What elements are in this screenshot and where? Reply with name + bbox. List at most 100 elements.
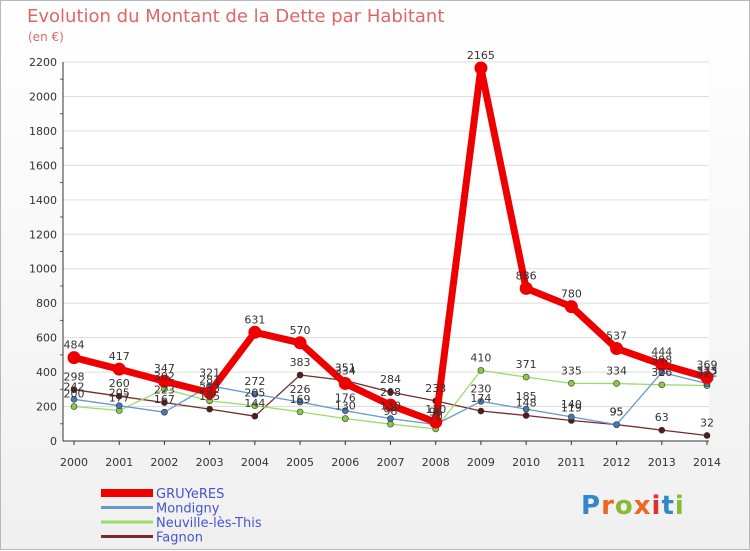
series-gruyeres — [67, 61, 714, 429]
data-point — [115, 402, 123, 409]
data-label: 298 — [64, 371, 85, 384]
data-point — [70, 396, 78, 403]
data-point — [293, 336, 307, 350]
data-label: 119 — [561, 401, 582, 414]
data-label: 144 — [244, 397, 265, 410]
data-point — [522, 405, 530, 413]
data-label: 233 — [425, 382, 446, 395]
data-point — [161, 408, 168, 416]
data-label: 2165 — [467, 49, 495, 62]
data-label: 631 — [244, 313, 265, 326]
logo-letter: o — [614, 491, 634, 521]
data-point — [112, 362, 126, 376]
data-label: 321 — [199, 367, 220, 380]
data-point — [522, 373, 530, 381]
y-tick-label: 800 — [36, 297, 57, 310]
data-label: 176 — [335, 392, 356, 405]
data-label: 398 — [651, 353, 672, 366]
data-point — [700, 370, 714, 384]
data-label: 886 — [516, 269, 537, 282]
series-neuville-l-s-this — [70, 367, 711, 433]
legend-label: Fagnon — [156, 531, 203, 546]
data-label: 130 — [335, 400, 356, 413]
data-point — [387, 420, 394, 428]
proxiti-logo: Proxiti — [581, 491, 685, 521]
data-label: 223 — [154, 384, 175, 397]
data-point — [296, 408, 304, 416]
logo-letter: P — [581, 491, 602, 521]
data-label: 334 — [606, 364, 627, 377]
y-tick-label: 0 — [50, 435, 57, 448]
data-point — [522, 412, 530, 419]
data-point — [474, 61, 488, 75]
x-tick-label: 2010 — [512, 456, 540, 469]
data-label: 444 — [651, 346, 672, 359]
data-point — [655, 358, 669, 372]
legend-swatch — [101, 535, 153, 538]
data-label: 96 — [429, 405, 443, 418]
data-label: 98 — [384, 405, 398, 418]
data-label: 110 — [425, 403, 446, 416]
data-label: 334 — [335, 364, 356, 377]
data-point — [477, 367, 485, 374]
data-label: 185 — [199, 390, 220, 403]
y-tick-label: 1000 — [29, 263, 57, 276]
data-point — [519, 281, 533, 295]
data-label: 95 — [610, 406, 624, 419]
data-label: 333 — [697, 365, 718, 378]
data-label: 169 — [290, 393, 311, 406]
data-point — [341, 407, 349, 414]
data-point — [703, 432, 711, 439]
y-tick-label: 1400 — [29, 194, 57, 207]
data-label: 230 — [470, 382, 491, 395]
chart-unit: (en €) — [28, 30, 64, 44]
data-label: 371 — [516, 358, 537, 371]
data-label: 417 — [109, 350, 130, 363]
x-tick-label: 2004 — [241, 456, 269, 469]
legend-swatch — [101, 489, 153, 497]
legend-label: Mondigny — [156, 502, 220, 517]
data-label: 167 — [154, 393, 175, 406]
data-label: 208 — [380, 386, 401, 399]
data-label: 570 — [290, 324, 311, 337]
data-point — [387, 415, 394, 422]
data-label: 335 — [561, 364, 582, 377]
plot-area — [63, 62, 709, 441]
logo-letter: r — [601, 491, 615, 521]
x-tick-label: 2006 — [331, 456, 359, 469]
data-point — [157, 374, 171, 388]
data-point — [477, 398, 485, 405]
data-point — [568, 379, 575, 387]
data-label: 32 — [700, 416, 714, 429]
data-label: 70 — [429, 410, 443, 423]
logo-letter: i — [674, 491, 685, 521]
legend-label: GRUYeRES — [156, 487, 224, 502]
x-tick-label: 2007 — [377, 456, 405, 469]
data-point — [296, 371, 304, 379]
data-point — [658, 426, 666, 434]
data-point — [429, 415, 443, 429]
data-point — [658, 381, 666, 389]
legend-label: Neuville-lès-This — [156, 516, 262, 531]
x-tick-label: 2003 — [196, 456, 224, 469]
logo-letter: t — [661, 491, 675, 521]
x-tick-label: 2013 — [648, 456, 676, 469]
data-label: 242 — [64, 380, 85, 393]
data-point — [251, 412, 259, 420]
x-tick-label: 2000 — [60, 456, 88, 469]
data-point — [70, 386, 78, 393]
y-tick-label: 1600 — [29, 159, 57, 172]
data-label: 272 — [244, 375, 265, 388]
data-point — [296, 398, 304, 406]
x-tick-label: 2011 — [557, 456, 585, 469]
data-label: 140 — [561, 398, 582, 411]
data-point — [568, 413, 575, 421]
x-tick-label: 2009 — [467, 456, 495, 469]
data-point — [251, 390, 259, 398]
data-label: 351 — [335, 362, 356, 375]
data-label: 130 — [380, 400, 401, 413]
y-tick-label: 1800 — [29, 125, 57, 138]
data-label: 148 — [516, 397, 537, 410]
y-tick-label: 2000 — [29, 90, 57, 103]
